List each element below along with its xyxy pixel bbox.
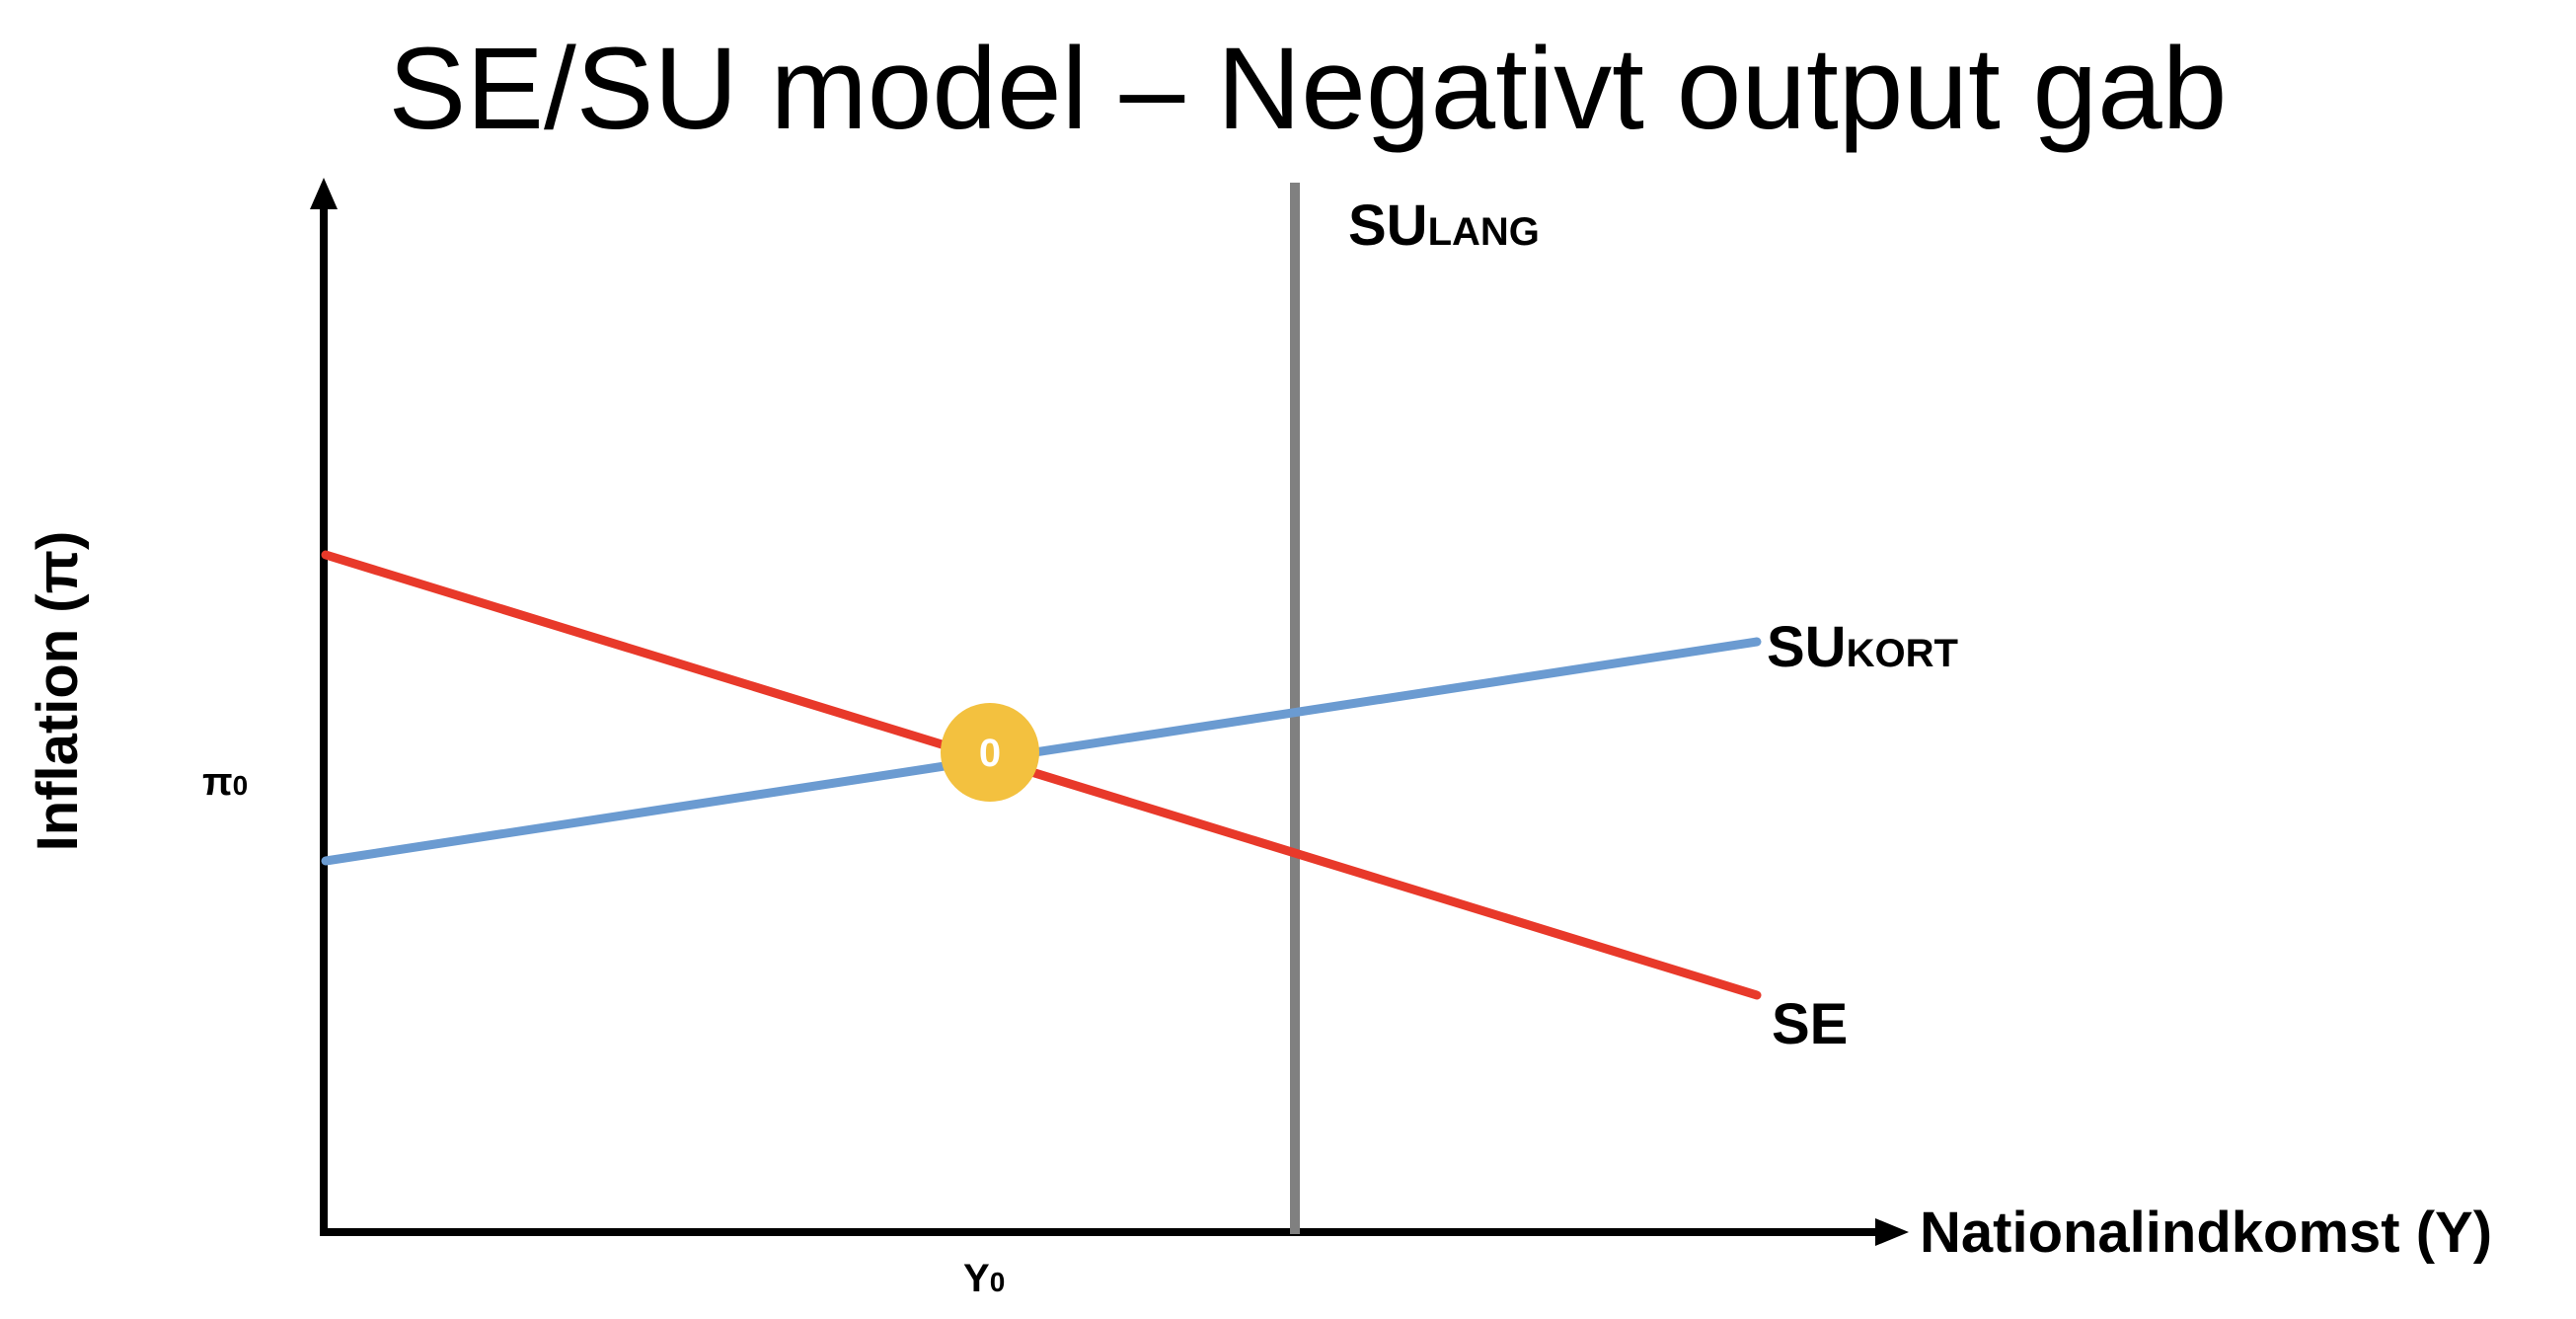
equilibrium-point [941, 703, 1039, 802]
y-axis-arrowhead [310, 178, 338, 209]
su-kort-label: SUKORT [1767, 615, 1958, 679]
y0-tick-sub: 0 [990, 1267, 1006, 1297]
su-lang-label-sub: LANG [1428, 210, 1540, 254]
se-label: SE [1772, 992, 1848, 1056]
se-line [321, 550, 1762, 1000]
x-axis-arrowhead [1875, 1218, 1909, 1246]
su-lang-label: SULANG [1348, 194, 1540, 258]
equilibrium-label: 0 [979, 732, 1001, 775]
su-kort-label-sub: KORT [1847, 632, 1958, 675]
pi0-tick-label: π0 [202, 760, 248, 804]
diagram-title: SE/SU model – Negativt output gab [389, 24, 2228, 154]
su-kort-label-main: SU [1767, 615, 1847, 679]
y0-tick-label: Y0 [963, 1257, 1005, 1300]
x-axis-label: Nationalindkomst (Y) [1920, 1201, 2492, 1265]
y-axis-label: Inflation (π) [26, 531, 90, 852]
pi0-tick-main: π [202, 760, 233, 804]
y0-tick-main: Y [963, 1257, 990, 1300]
su-lang-label-main: SU [1348, 194, 1428, 258]
su-kort-line [321, 637, 1762, 866]
pi0-tick-sub: 0 [233, 770, 249, 801]
